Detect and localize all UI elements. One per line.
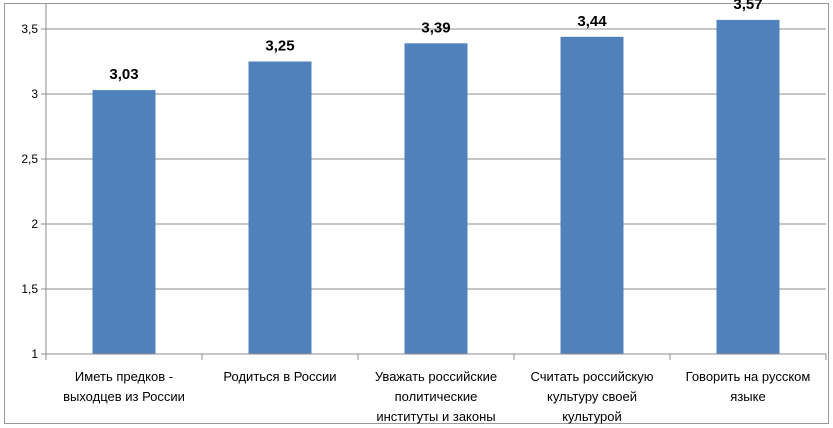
category-label: выходцев из России [63,389,185,404]
category-label: культуру своей [547,389,637,404]
category-label: политические [395,389,478,404]
y-tick-label: 2 [31,217,38,231]
bar [560,36,624,355]
y-tick-label: 1 [31,347,38,361]
category-label: Считать российскую [531,369,654,384]
y-tick-label: 1,5 [21,282,38,296]
y-tick-label: 2,5 [21,152,38,166]
category-label: Родиться в России [223,369,336,384]
bar [716,19,780,355]
axes [41,3,827,360]
bar [92,90,156,354]
bars [92,19,780,355]
y-tick-label: 3,5 [21,22,38,36]
bar [248,61,312,354]
category-label: институты и законы [376,409,495,424]
data-label: 3,44 [577,13,607,30]
category-label: Иметь предков - [75,369,173,384]
category-label: Говорить на русском [686,369,811,384]
data-label: 3,03 [109,66,138,83]
data-label: 3,39 [421,19,450,36]
data-label: 3,57 [733,0,762,13]
category-label: культурой [562,409,622,424]
category-label: Уважать российские [375,369,497,384]
y-tick-label: 3 [31,87,38,101]
bar [404,43,468,355]
category-label: языке [730,389,765,404]
data-label: 3,25 [265,38,294,55]
labels: 1 1,5 2 2,5 3 3,5 3,03 Иметь предков - выходцев … [21,0,810,424]
